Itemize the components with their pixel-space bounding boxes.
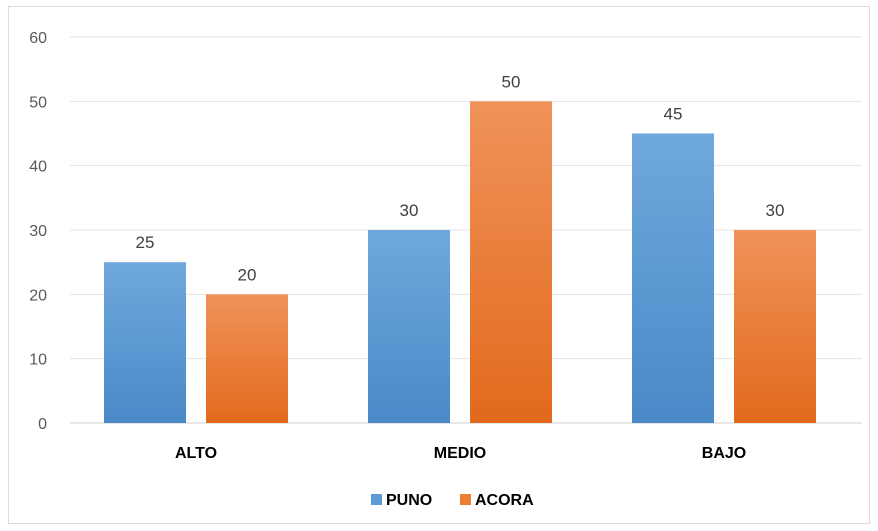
legend-label-acora: ACORA [475,492,534,509]
bar-acora-bajo [734,230,816,423]
legend: PUNO ACORA [371,492,534,509]
gridlines [70,36,862,424]
legend-swatch-puno [371,494,382,505]
x-axis-ticks: ALTO MEDIO BAJO [175,445,746,462]
y-tick-label: 30 [29,223,47,240]
x-tick-label: MEDIO [434,445,486,462]
y-tick-label: 40 [29,159,47,176]
bar-puno-bajo [632,133,714,423]
data-label: 20 [238,265,257,284]
x-tick-label: BAJO [702,445,746,462]
bar-puno-medio [368,230,450,423]
data-label: 30 [766,201,785,220]
y-axis-ticks: 0 10 20 30 40 50 60 [29,30,47,433]
bar-acora-alto [206,294,288,423]
bar-acora-medio [470,101,552,423]
legend-swatch-acora [460,494,471,505]
bars [104,101,816,423]
bar-puno-alto [104,262,186,423]
data-label: 30 [400,201,419,220]
data-label: 45 [664,105,683,124]
data-label: 50 [502,72,521,91]
y-tick-label: 10 [29,352,47,369]
data-labels: 25 20 30 50 45 30 [136,72,785,284]
y-tick-label: 60 [29,30,47,47]
y-tick-label: 50 [29,94,47,111]
y-tick-label: 20 [29,287,47,304]
data-label: 25 [136,233,155,252]
x-tick-label: ALTO [175,445,217,462]
y-tick-label: 0 [38,416,47,433]
legend-label-puno: PUNO [386,492,432,509]
